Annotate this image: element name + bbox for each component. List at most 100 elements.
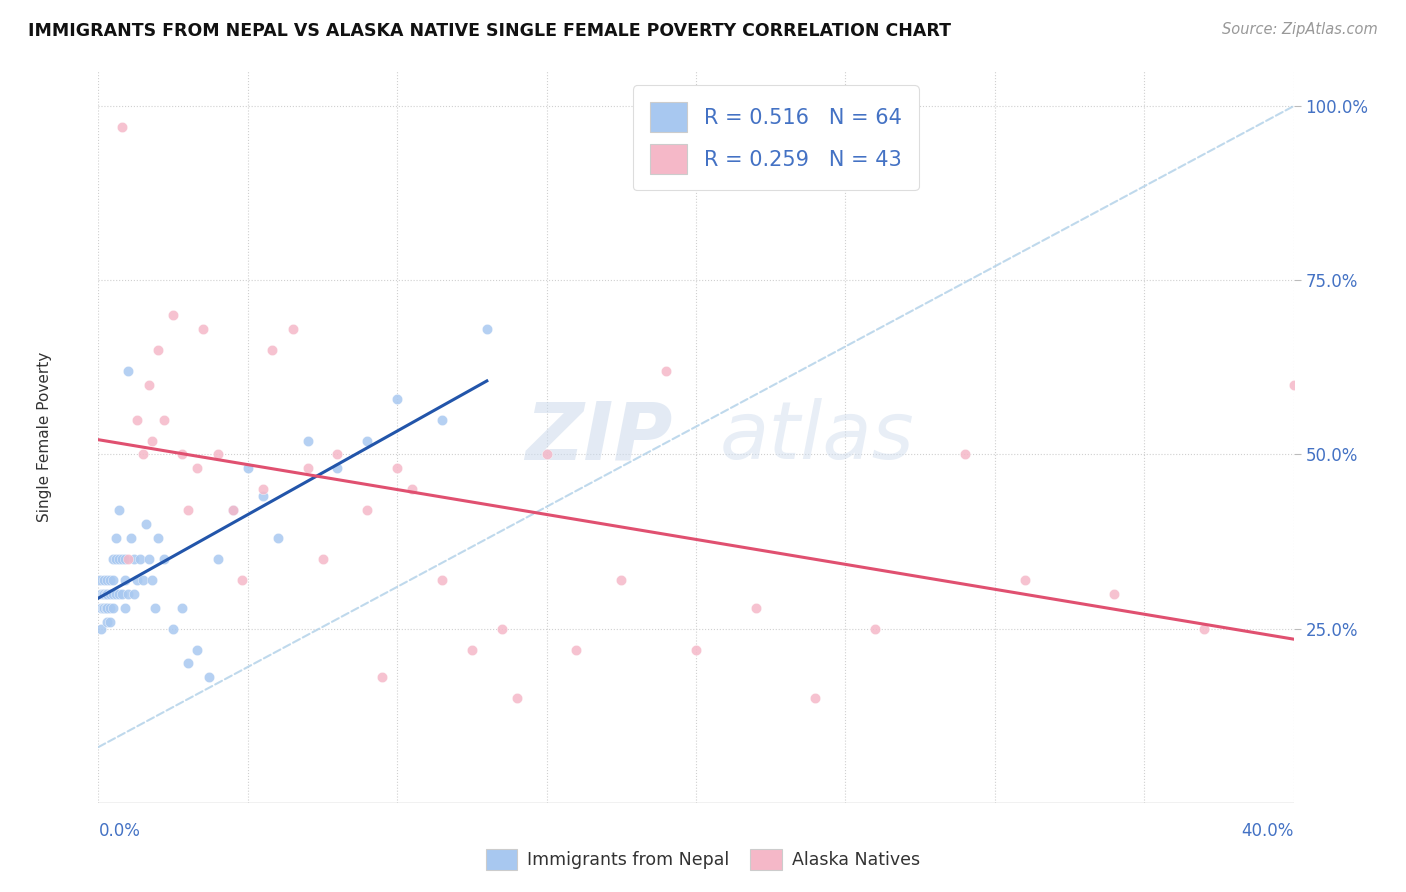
Point	[94, 587, 117, 601]
Text: atlas: atlas	[720, 398, 915, 476]
Text: 0.0%: 0.0%	[98, 822, 141, 839]
Point	[162, 622, 184, 636]
Point	[117, 364, 139, 378]
Point	[1282, 377, 1305, 392]
Point	[141, 434, 163, 448]
Point	[745, 600, 768, 615]
Point	[430, 412, 453, 426]
Point	[103, 600, 125, 615]
Point	[311, 552, 333, 566]
Point	[117, 552, 139, 566]
Point	[96, 587, 118, 601]
Point	[461, 642, 484, 657]
Point	[1104, 587, 1126, 601]
Point	[141, 573, 163, 587]
Point	[91, 587, 114, 601]
Point	[138, 552, 160, 566]
Point	[117, 587, 139, 601]
Point	[186, 642, 208, 657]
Point	[356, 434, 378, 448]
Point	[108, 503, 131, 517]
Point	[207, 448, 229, 462]
Point	[120, 531, 142, 545]
Point	[565, 642, 588, 657]
Point	[191, 322, 214, 336]
Point	[148, 531, 170, 545]
Point	[281, 322, 304, 336]
Point	[326, 448, 349, 462]
Point	[129, 552, 152, 566]
Point	[96, 600, 118, 615]
Point	[172, 600, 194, 615]
Point	[222, 503, 245, 517]
Point	[108, 587, 131, 601]
Point	[114, 573, 136, 587]
Point	[153, 412, 176, 426]
Point	[114, 600, 136, 615]
Point	[105, 587, 128, 601]
Point	[105, 531, 128, 545]
Point	[124, 552, 146, 566]
Point	[111, 120, 134, 134]
Point	[111, 587, 134, 601]
Point	[103, 587, 125, 601]
Point	[138, 377, 160, 392]
Point	[186, 461, 208, 475]
Point	[491, 622, 513, 636]
Point	[153, 552, 176, 566]
Point	[371, 670, 394, 684]
Point	[804, 691, 827, 706]
Point	[506, 691, 529, 706]
Point	[93, 573, 115, 587]
Point	[105, 552, 128, 566]
Point	[96, 615, 118, 629]
Point	[98, 615, 122, 629]
Legend: Immigrants from Nepal, Alaska Natives: Immigrants from Nepal, Alaska Natives	[477, 840, 929, 879]
Point	[222, 503, 245, 517]
Point	[356, 503, 378, 517]
Point	[1192, 622, 1215, 636]
Point	[252, 483, 274, 497]
Point	[93, 587, 115, 601]
Point	[401, 483, 423, 497]
Point	[148, 343, 170, 357]
Point	[385, 461, 409, 475]
Point	[111, 552, 134, 566]
Point	[103, 552, 125, 566]
Point	[297, 434, 319, 448]
Text: 40.0%: 40.0%	[1241, 822, 1294, 839]
Point	[94, 600, 117, 615]
Point	[96, 573, 118, 587]
Point	[198, 670, 221, 684]
Text: ZIP: ZIP	[524, 398, 672, 476]
Point	[953, 448, 976, 462]
Point	[326, 461, 349, 475]
Point	[103, 573, 125, 587]
Point	[475, 322, 498, 336]
Point	[610, 573, 633, 587]
Point	[127, 573, 149, 587]
Point	[98, 600, 122, 615]
Point	[162, 308, 184, 322]
Legend: R = 0.516   N = 64, R = 0.259   N = 43: R = 0.516 N = 64, R = 0.259 N = 43	[633, 86, 918, 190]
Point	[143, 600, 166, 615]
Point	[865, 622, 887, 636]
Point	[132, 573, 155, 587]
Point	[132, 448, 155, 462]
Point	[172, 448, 194, 462]
Point	[685, 642, 707, 657]
Text: Source: ZipAtlas.com: Source: ZipAtlas.com	[1222, 22, 1378, 37]
Point	[90, 587, 112, 601]
Point	[135, 517, 157, 532]
Point	[127, 412, 149, 426]
Point	[89, 573, 111, 587]
Point	[98, 573, 122, 587]
Point	[207, 552, 229, 566]
Point	[236, 461, 259, 475]
Point	[91, 600, 114, 615]
Point	[114, 552, 136, 566]
Text: Single Female Poverty: Single Female Poverty	[37, 352, 52, 522]
Point	[98, 587, 122, 601]
Point	[93, 600, 115, 615]
Point	[385, 392, 409, 406]
